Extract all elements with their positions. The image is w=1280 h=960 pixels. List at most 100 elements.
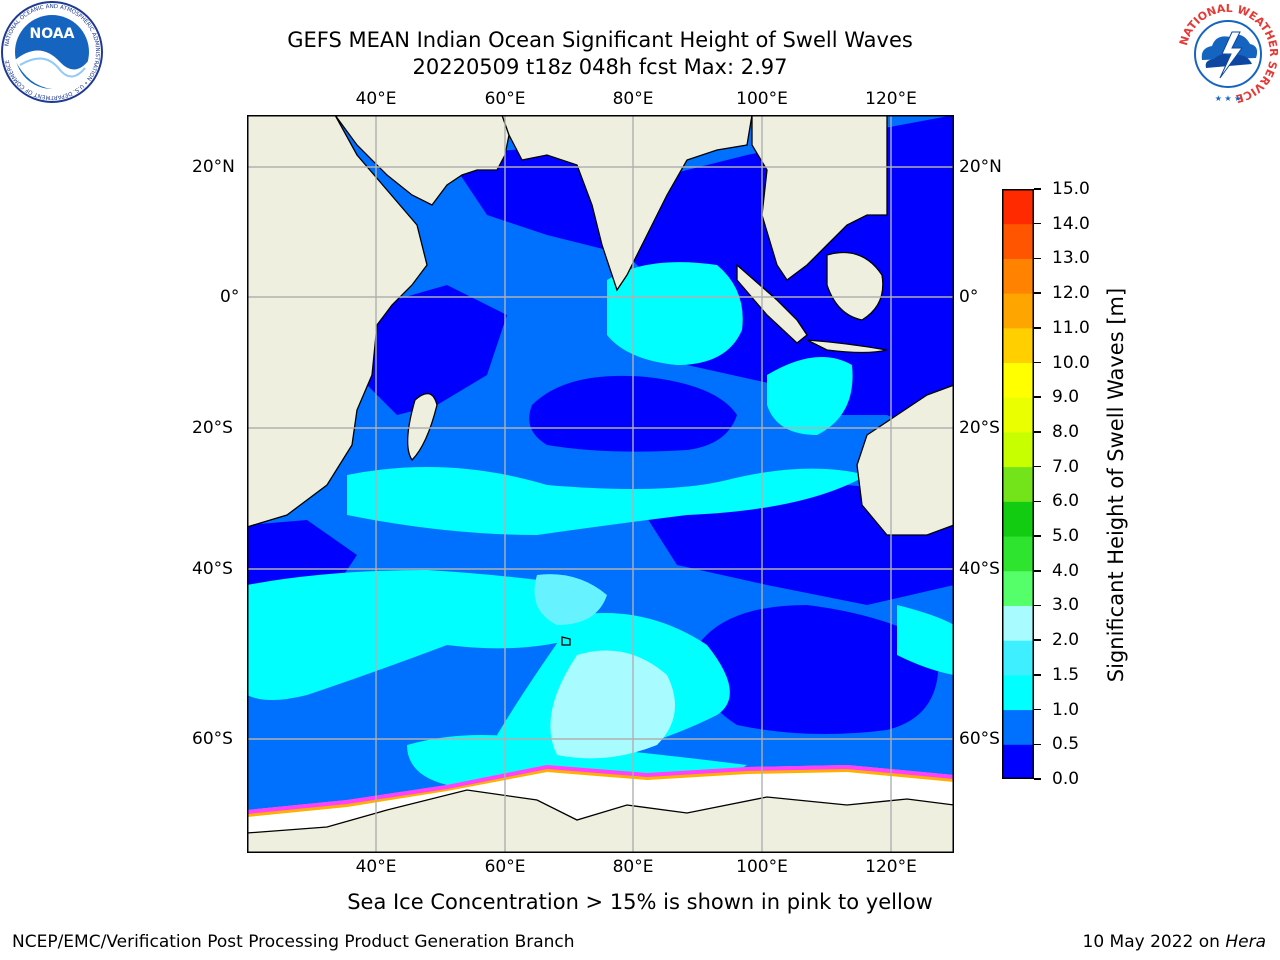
- colorbar-tick-label: 1.5: [1052, 664, 1080, 685]
- colorbar-tick-mark: [1034, 431, 1041, 433]
- colorbar-tick-label: 1.0: [1052, 699, 1080, 720]
- lat-tick-right: 20°S: [959, 418, 1000, 438]
- colorbar-tick-label: 4.0: [1052, 560, 1080, 581]
- lon-tick-bottom: 80°E: [612, 857, 654, 877]
- kerguelen: [561, 636, 571, 646]
- noaa-logo: NOAA NATIONAL OCEANIC AND ATMOSPHERIC AD…: [1, 1, 103, 103]
- colorbar-tick-label: 13.0: [1052, 248, 1090, 269]
- colorbar-tick-label: 10.0: [1052, 352, 1090, 373]
- colorbar-tick-label: 11.0: [1052, 317, 1090, 338]
- sea-ice-note: Sea Ice Concentration > 15% is shown in …: [347, 890, 933, 914]
- colorbar-tick-label: 3.0: [1052, 595, 1080, 616]
- colorbar-tick-mark: [1034, 465, 1041, 468]
- lat-tick-right: 40°S: [959, 559, 1000, 579]
- lon-tick-top: 60°E: [484, 89, 526, 109]
- lon-tick-top: 80°E: [612, 89, 654, 109]
- colorbar-tick-label: 9.0: [1052, 387, 1080, 408]
- java: [806, 339, 888, 354]
- gridlines: [247, 115, 954, 853]
- colorbar-segment: [1002, 223, 1034, 259]
- colorbar-tick-mark: [1034, 396, 1041, 398]
- colorbar-tick-label: 6.0: [1052, 491, 1080, 512]
- lon-tick-top: 120°E: [865, 89, 917, 109]
- lat-tick-left: 40°S: [192, 559, 233, 579]
- colorbar-tick-mark: [1034, 292, 1041, 294]
- colorbar-tick-mark: [1034, 535, 1041, 537]
- colorbar-label: Significant Height of Swell Waves [m]: [1104, 287, 1128, 683]
- lon-tick-bottom: 120°E: [865, 857, 917, 877]
- colorbar-tick-label: 7.0: [1052, 456, 1080, 477]
- colorbar-segment: [1002, 327, 1034, 364]
- colorbar-tick-mark: [1034, 361, 1041, 364]
- mid-swell-zone: [767, 357, 853, 435]
- arabian-peninsula: [247, 115, 510, 206]
- lat-tick-right: 0°: [959, 287, 979, 307]
- footer-date-text: 10 May 2022 on: [1082, 932, 1226, 952]
- nws-logo: NATIONAL WEATHER SERVICE ★ ★ ★: [1177, 2, 1280, 105]
- map-border: [247, 115, 954, 853]
- mid-swell-zone: [347, 467, 867, 535]
- colorbar-segment: [1002, 605, 1034, 641]
- colorbar-segment: [1002, 501, 1034, 537]
- colorbar-segment: [1002, 397, 1034, 433]
- colorbar-segment: [1002, 640, 1034, 676]
- colorbar-tick-label: 12.0: [1052, 283, 1090, 304]
- madagascar: [407, 393, 438, 462]
- colorbar-segment: [1002, 293, 1034, 329]
- colorbar: [1002, 189, 1034, 779]
- colorbar-tick-mark: [1034, 327, 1041, 329]
- colorbar-tick-mark: [1034, 500, 1041, 503]
- colorbar-tick-mark: [1034, 674, 1041, 676]
- high-swell-zone: [534, 574, 607, 625]
- colorbar-tick-mark: [1034, 257, 1041, 260]
- india: [501, 115, 753, 292]
- colorbar-segment: [1002, 362, 1034, 398]
- africa: [247, 115, 428, 528]
- mid-swell-zone: [247, 570, 595, 700]
- colorbar-segment: [1002, 744, 1034, 779]
- colorbar-tick-mark: [1034, 743, 1041, 746]
- high-swell-zone: [550, 650, 675, 759]
- colorbar-segment: [1002, 536, 1034, 572]
- colorbar-segment: [1002, 709, 1034, 745]
- antarctica: [247, 789, 954, 853]
- low-swell-zone: [367, 285, 507, 415]
- lon-tick-top: 100°E: [736, 89, 788, 109]
- sea-ice-edge-pink: [247, 764, 954, 814]
- colorbar-border: [1002, 189, 1034, 779]
- colorbar-tick-mark: [1034, 778, 1041, 780]
- colorbar-tick-label: 0.0: [1052, 769, 1080, 789]
- footer-machine: Hera: [1225, 932, 1266, 952]
- lat-tick-left: 20°N: [192, 157, 235, 177]
- lat-tick-left: 60°S: [192, 729, 233, 749]
- colorbar-tick-mark: [1034, 570, 1041, 572]
- noaa-logo-text: NOAA: [30, 26, 75, 42]
- footer-credit: NCEP/EMC/Verification Post Processing Pr…: [12, 932, 575, 952]
- lon-tick-bottom: 100°E: [736, 857, 788, 877]
- colorbar-tick-label: 15.0: [1052, 179, 1090, 199]
- low-swell-zone: [692, 605, 939, 734]
- lon-tick-top: 40°E: [355, 89, 397, 109]
- map-title: GEFS MEAN Indian Ocean Significant Heigh…: [287, 28, 913, 52]
- mid-swell-zone: [607, 262, 743, 365]
- colorbar-segment: [1002, 189, 1034, 225]
- footer-date: 10 May 2022 on Hera: [1083, 932, 1267, 952]
- colorbar-tick-mark: [1034, 708, 1041, 711]
- colorbar-segment: [1002, 570, 1034, 606]
- nws-stars: ★ ★ ★: [1215, 94, 1242, 103]
- map-subtitle: 20220509 t18z 048h fcst Max: 2.97: [412, 55, 788, 79]
- mid-swell-zone: [897, 605, 954, 675]
- australia: [856, 384, 954, 536]
- colorbar-tick-label: 0.5: [1052, 734, 1080, 755]
- borneo: [826, 251, 884, 321]
- colorbar-tick-label: 2.0: [1052, 630, 1080, 651]
- southeast-asia: [751, 115, 888, 281]
- colorbar-tick-label: 14.0: [1052, 213, 1090, 234]
- lon-tick-bottom: 60°E: [484, 857, 526, 877]
- colorbar-tick-mark: [1034, 222, 1041, 225]
- sumatra: [736, 263, 808, 344]
- colorbar-segment: [1002, 674, 1034, 711]
- wave-height-map: [247, 115, 954, 853]
- colorbar-segment: [1002, 466, 1034, 502]
- lat-tick-right: 20°N: [959, 157, 1002, 177]
